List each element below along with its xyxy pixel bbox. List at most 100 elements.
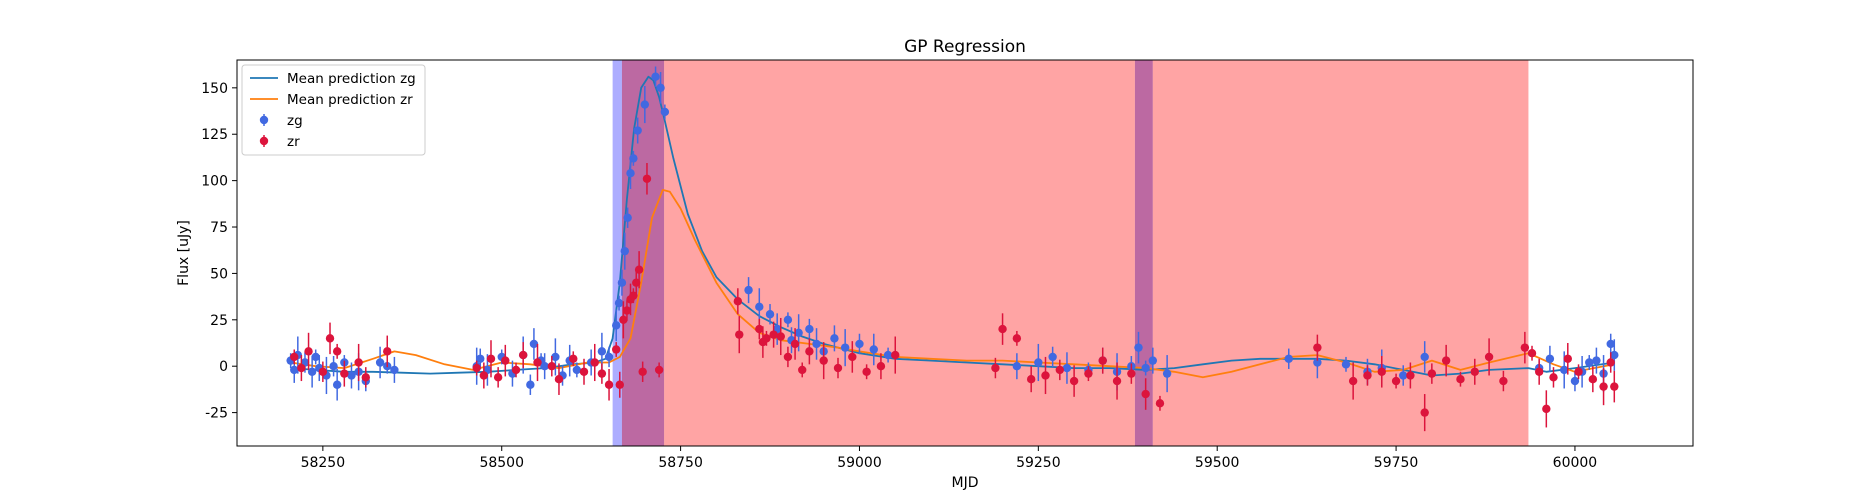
point-zr bbox=[762, 334, 771, 343]
point-zr bbox=[629, 291, 638, 300]
point-zr bbox=[354, 358, 363, 367]
point-zr bbox=[755, 324, 764, 334]
point-zg bbox=[1134, 343, 1143, 352]
legend-box bbox=[241, 64, 426, 156]
point-zg bbox=[830, 334, 839, 343]
x-tick-label: 59000 bbox=[837, 455, 882, 471]
x-tick-label: 58500 bbox=[479, 455, 524, 471]
point-zr bbox=[501, 356, 510, 365]
point-zr bbox=[472, 363, 481, 373]
point-zr bbox=[1520, 343, 1530, 352]
point-zr bbox=[790, 339, 800, 349]
point-zg bbox=[1570, 376, 1580, 386]
legend-marker-swatch bbox=[259, 115, 269, 125]
point-zg bbox=[640, 100, 650, 109]
point-zg bbox=[633, 126, 642, 135]
point-zg bbox=[812, 339, 821, 349]
point-zg bbox=[1585, 358, 1594, 367]
y-axis: -25 0 25 50 75 100 125 150 bbox=[201, 81, 237, 422]
point-zr bbox=[1484, 352, 1494, 362]
shaded-regions bbox=[612, 60, 1529, 446]
legend-label: Mean prediction zg bbox=[287, 71, 416, 87]
point-zr bbox=[735, 330, 744, 339]
legend-entry: zg bbox=[259, 113, 303, 129]
point-zr bbox=[1155, 399, 1165, 408]
point-zr bbox=[1055, 365, 1065, 375]
point-zr bbox=[848, 352, 857, 362]
point-zg bbox=[614, 298, 624, 308]
legend-label: zg bbox=[287, 113, 303, 129]
point-zr bbox=[1610, 382, 1619, 391]
point-zr bbox=[304, 347, 313, 356]
point-zg bbox=[623, 213, 632, 222]
point-zr bbox=[332, 347, 342, 356]
point-zg bbox=[540, 362, 549, 371]
point-zr bbox=[1441, 356, 1451, 365]
point-zr bbox=[383, 347, 392, 356]
series-points-zr bbox=[290, 162, 1619, 432]
point-zr bbox=[891, 350, 900, 360]
point-zg bbox=[347, 371, 356, 380]
point-zg bbox=[1341, 360, 1351, 369]
legend-entry: Mean prediction zr bbox=[250, 92, 413, 108]
point-zr bbox=[1420, 408, 1429, 417]
point-zr bbox=[1012, 334, 1022, 343]
point-zr bbox=[1563, 354, 1572, 363]
point-zg bbox=[651, 72, 660, 81]
point-zg bbox=[1399, 371, 1408, 380]
point-zr bbox=[1377, 367, 1386, 376]
point-zg bbox=[307, 367, 317, 376]
point-zr bbox=[1127, 369, 1136, 378]
point-zr bbox=[1588, 374, 1598, 384]
point-zr bbox=[632, 278, 641, 287]
point-zg bbox=[1048, 352, 1057, 362]
point-zg bbox=[375, 358, 385, 367]
point-zr bbox=[642, 174, 652, 183]
point-zg bbox=[1606, 339, 1615, 349]
point-zr bbox=[776, 332, 785, 341]
y-tick-label: 125 bbox=[201, 127, 228, 143]
point-zg bbox=[612, 321, 621, 330]
point-zg bbox=[783, 315, 793, 325]
point-zg bbox=[1420, 352, 1429, 362]
point-zg bbox=[1034, 358, 1043, 367]
shaded-region-4 bbox=[1152, 60, 1529, 446]
y-tick-label: 100 bbox=[201, 174, 228, 190]
point-zr bbox=[1599, 382, 1608, 391]
point-zg bbox=[1313, 358, 1322, 367]
shaded-region-3 bbox=[1134, 60, 1153, 446]
point-zg bbox=[617, 278, 627, 287]
point-zr bbox=[798, 365, 807, 375]
point-zr bbox=[833, 363, 843, 373]
point-zr bbox=[533, 358, 542, 367]
y-tick-label: 75 bbox=[210, 220, 228, 236]
point-zr bbox=[1141, 389, 1150, 399]
legend-entry: Mean prediction zg bbox=[250, 71, 416, 87]
point-zg bbox=[869, 345, 878, 354]
point-zg bbox=[805, 324, 814, 334]
point-zr bbox=[1470, 367, 1479, 376]
legend-marker-swatch bbox=[259, 136, 269, 146]
shaded-region-2 bbox=[664, 60, 1135, 446]
point-zg bbox=[529, 339, 539, 349]
point-zr bbox=[819, 356, 828, 365]
point-zr bbox=[1574, 367, 1583, 376]
data-series bbox=[286, 66, 1619, 432]
point-zr bbox=[612, 345, 621, 354]
point-zr bbox=[297, 363, 306, 373]
legend: Mean prediction zg Mean prediction zr zg zr bbox=[241, 64, 426, 156]
x-tick-label: 58750 bbox=[658, 455, 703, 471]
point-zg bbox=[551, 352, 560, 362]
point-zr bbox=[733, 297, 743, 306]
point-zg bbox=[526, 380, 535, 389]
point-zg bbox=[572, 365, 582, 375]
point-zr bbox=[1606, 358, 1615, 367]
point-zr bbox=[511, 365, 521, 375]
point-zr bbox=[1313, 343, 1322, 352]
point-zr bbox=[1069, 376, 1079, 386]
point-zg bbox=[794, 328, 803, 337]
y-tick-label: -25 bbox=[205, 406, 228, 422]
point-zr bbox=[340, 369, 349, 378]
point-zg bbox=[1162, 369, 1172, 378]
